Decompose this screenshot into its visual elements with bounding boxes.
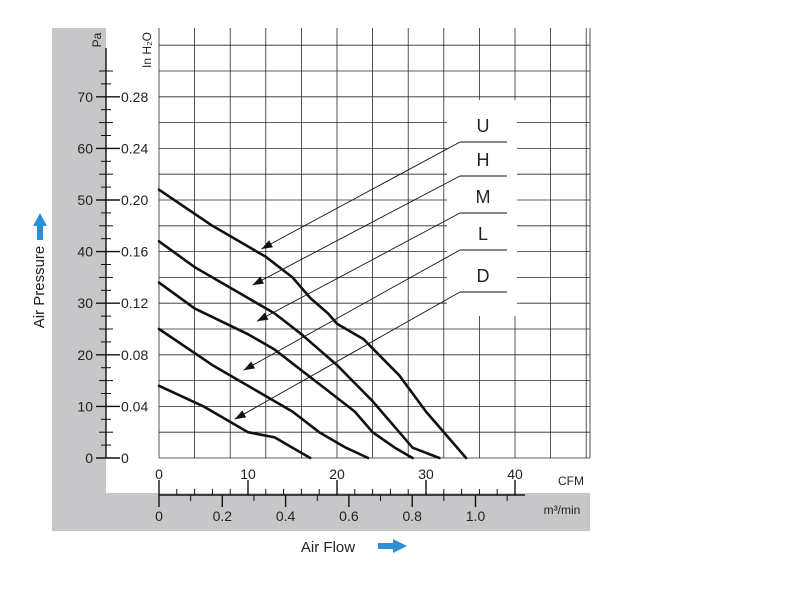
leader-arrowhead-u [261,240,273,249]
x-tick-label-cfm: 20 [329,466,345,482]
y-tick-label-inh2o: 0.24 [121,140,148,156]
up-arrow-icon [33,213,47,240]
y-tick-label-pa: 30 [77,295,93,311]
leader-line-h [252,175,461,286]
y-tick-label-pa: 60 [77,140,93,156]
performance-curves [157,188,468,460]
y-unit-primary: Pa [90,32,104,47]
leader-arrowhead-h [252,276,264,286]
x-tick-label-m3min: 0.4 [276,508,296,524]
leader-line-d [234,291,461,420]
y-tick-label-pa: 10 [77,398,93,414]
leader-lines [234,141,461,420]
leader-line-m [256,212,461,322]
x-axis: 0 10 20 30 40 0 0.2 0.4 0.6 0.8 1.0 [155,466,525,524]
y-tick-label-inh2o: 0 [121,450,129,466]
y-axis: 0 10 20 30 40 50 60 70 0 0.04 0.08 0.12 0.16 0.20 0.24… [77,48,148,466]
x-axis-title: Air Flow [301,539,355,556]
x-tick-label-cfm: 30 [418,466,434,482]
curve-d [157,384,312,460]
y-tick-label-inh2o: 0.16 [121,244,148,260]
x-tick-label-cfm: 0 [155,466,163,482]
x-tick-label-m3min: 0 [155,508,163,524]
y-tick-label-pa: 70 [77,89,93,105]
legend-label-u: U [477,116,490,136]
legend-label-l: L [478,224,488,244]
curve-m [157,281,414,460]
x-unit-secondary: m³/min [544,503,581,517]
curve-u [157,188,468,460]
legend-label-h: H [477,150,490,170]
x-unit-primary: CFM [558,474,584,488]
leader-arrowhead-l [243,361,256,371]
legend-label-m: M [476,187,491,207]
leader-arrowhead-d [234,410,247,420]
curve-h [157,240,441,460]
x-tick-label-cfm: 10 [240,466,256,482]
leader-line-u [261,141,461,250]
leader-arrowhead-m [256,312,269,322]
y-unit-secondary: In H₂O [140,32,154,68]
y-tick-label-inh2o: 0.28 [121,89,148,105]
y-tick-label-inh2o: 0.20 [121,192,148,208]
x-tick-label-cfm: 40 [507,466,523,482]
x-tick-label-m3min: 1.0 [466,508,486,524]
y-tick-label-pa: 40 [77,244,93,260]
plot-area [159,28,590,458]
legend-label-d: D [477,266,490,286]
x-tick-label-m3min: 0.2 [213,508,233,524]
curve-l [157,327,370,460]
x-tick-label-m3min: 0.8 [402,508,422,524]
y-axis-title: Air Pressure [31,246,48,329]
right-arrow-icon [378,539,407,553]
legend-box [447,100,517,316]
y-tick-label-pa: 0 [85,450,93,466]
y-tick-label-inh2o: 0.04 [121,398,148,414]
y-tick-label-inh2o: 0.08 [121,347,148,363]
x-tick-label-m3min: 0.6 [339,508,359,524]
y-tick-label-pa: 50 [77,192,93,208]
y-tick-label-pa: 20 [77,347,93,363]
leader-line-l [243,249,461,371]
y-tick-label-inh2o: 0.12 [121,295,148,311]
